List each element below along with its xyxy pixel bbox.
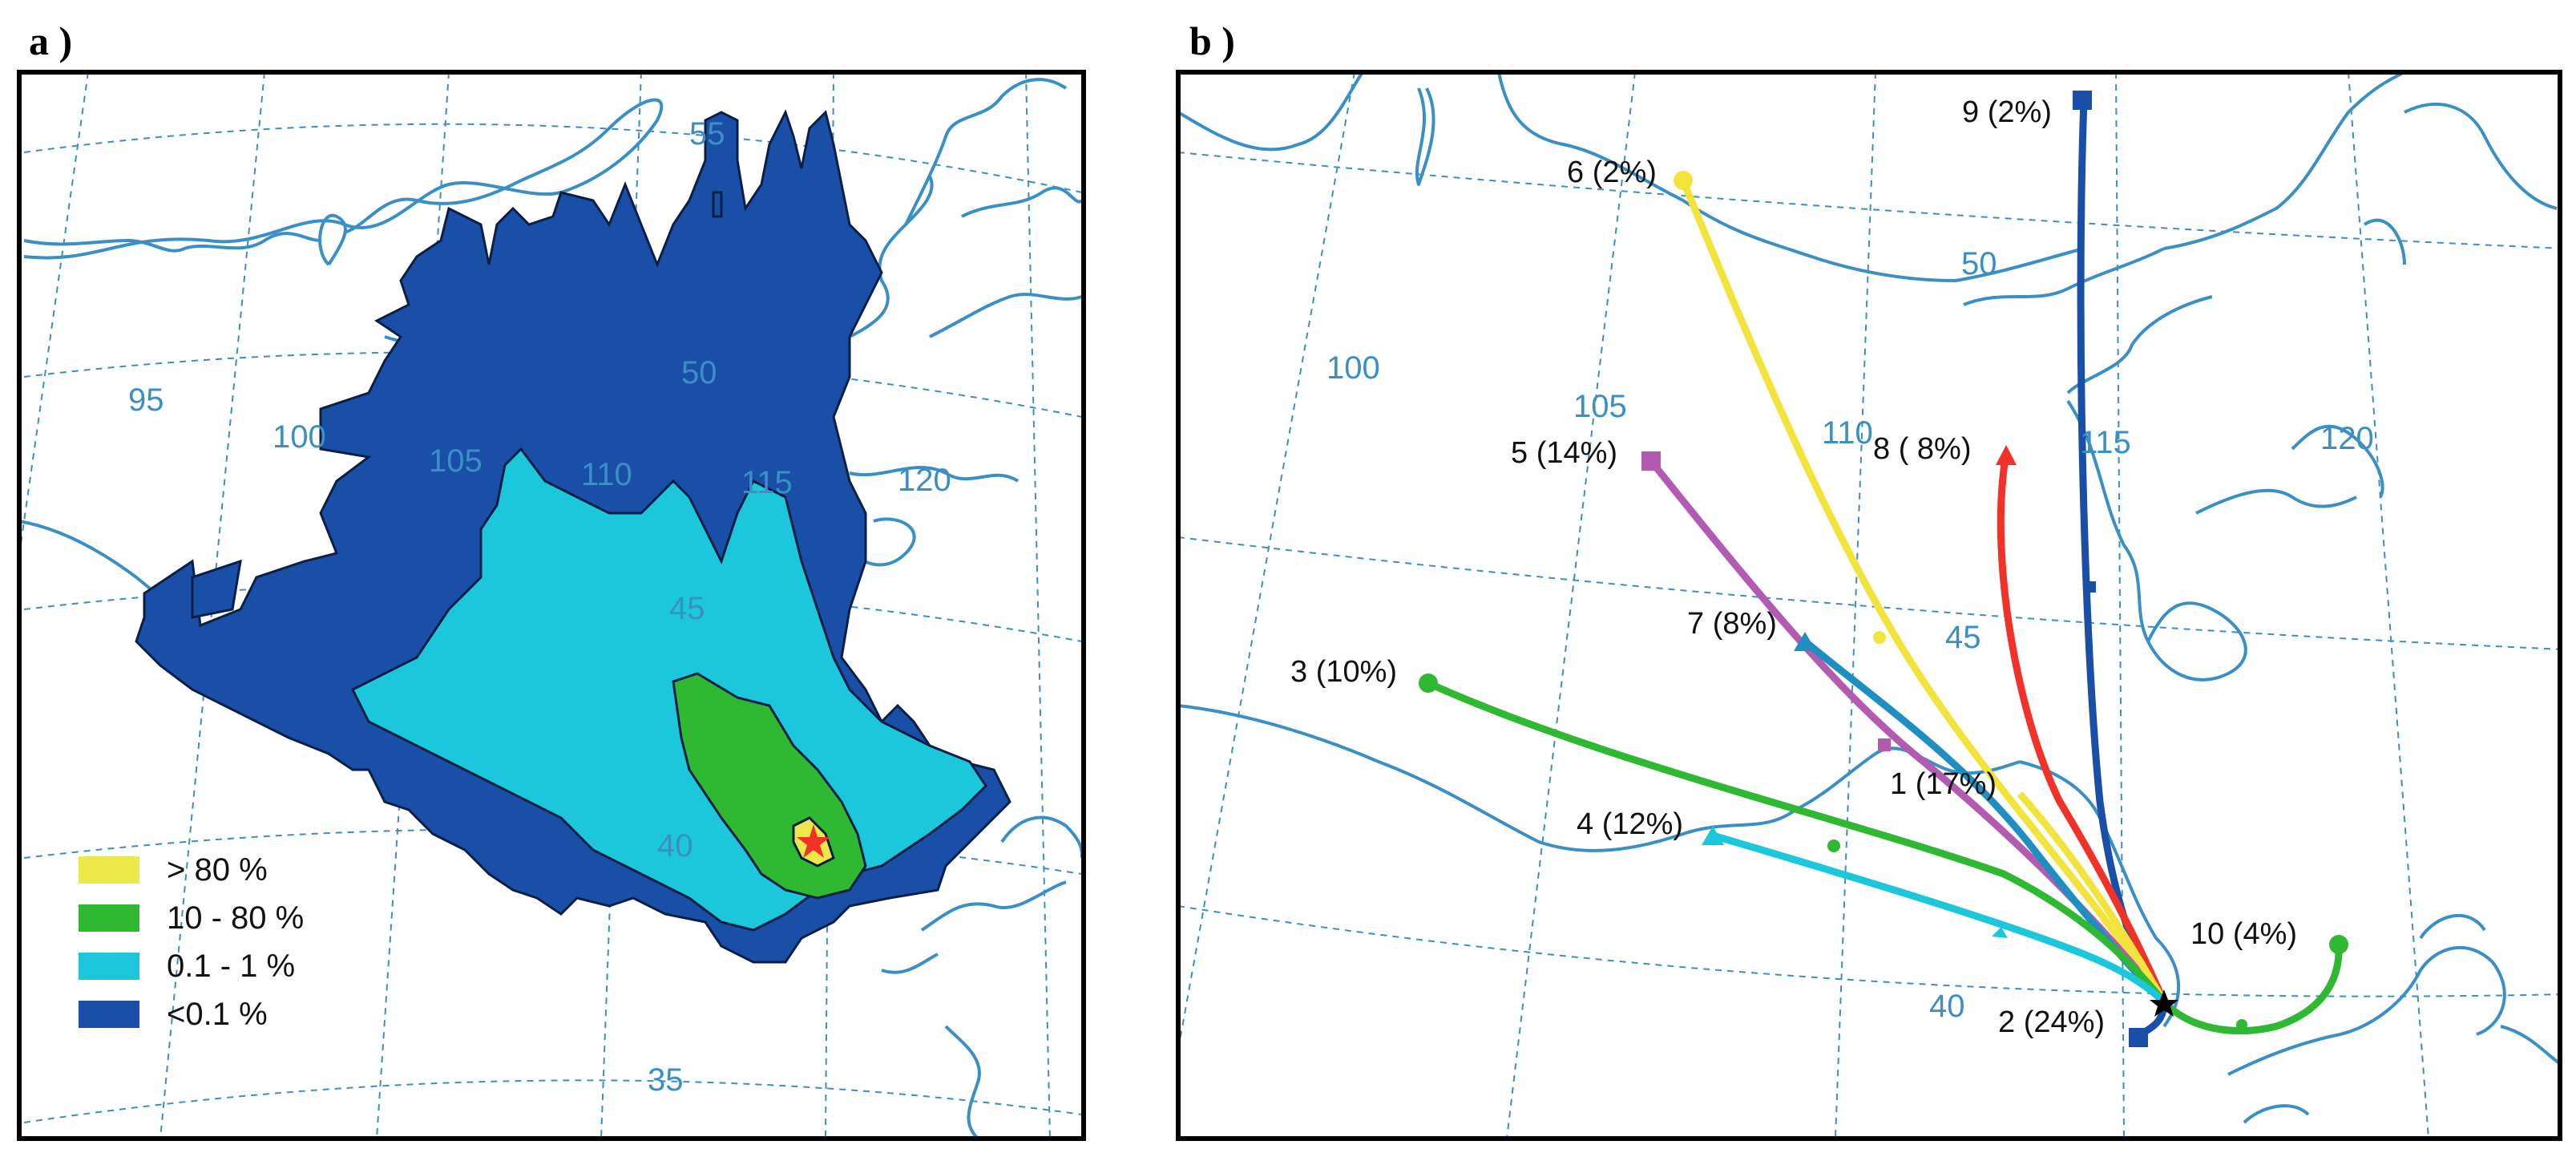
lat-label-45: 45 (669, 591, 705, 626)
trajectory-5-marker (1641, 451, 1661, 471)
trajectory-4-marker (1702, 826, 1724, 845)
lon-label-b-110: 110 (1822, 415, 1873, 451)
trajectory-8-marker (1996, 445, 2017, 465)
panel-a-map (19, 72, 1084, 1139)
legend-swatch-lt0.1 (79, 1001, 139, 1028)
trajectory-6-marker (1674, 171, 1693, 190)
panel-b-frame (1176, 70, 2562, 1141)
trajectory-10-line (2161, 944, 2343, 1035)
trajectory-9-midpoint (2085, 581, 2096, 593)
trajectories (1419, 91, 2348, 1047)
legend-swatch-0.1-1 (79, 953, 139, 980)
trajectory-2-marker (2129, 1028, 2148, 1047)
trajectory-label-6: 6 (2%) (1567, 156, 1657, 189)
trajectory-9-marker (2073, 91, 2092, 110)
legend-label-0.1-1: 0.1 - 1 % (167, 949, 295, 984)
legend-label-lt0.1: <0.1 % (167, 997, 268, 1032)
lon-label-105: 105 (429, 443, 482, 479)
trajectory-10-marker (2329, 935, 2348, 954)
trajectory-6-midpoint (1873, 631, 1886, 644)
trajectory-7-marker (1794, 632, 1816, 651)
lon-label-b-100: 100 (1326, 350, 1380, 386)
source-star-icon-b (2150, 989, 2178, 1017)
trajectory-label-1: 1 (17%) (1890, 767, 1997, 801)
trajectory-10-midpoint (2236, 1019, 2247, 1030)
trajectory-5-midpoint (1878, 738, 1891, 751)
panel-b-latitude-lines (1178, 152, 2560, 997)
trajectory-label-3: 3 (10%) (1290, 655, 1397, 689)
trajectory-label-10: 10 (4%) (2190, 917, 2297, 951)
lon-label-b-105: 105 (1573, 389, 1627, 424)
panel-a-grid-labels: 95 100 105 110 115 120 55 50 45 40 35 (128, 116, 951, 1098)
panel-a-legend: > 80 % 10 - 80 % 0.1 - 1 % <0.1 % (79, 852, 304, 1032)
legend-swatch-10-80 (79, 904, 139, 932)
lon-label-b-120: 120 (2320, 421, 2374, 456)
lat-label-b-45: 45 (1945, 620, 1981, 655)
lon-label-120: 120 (898, 463, 951, 498)
lat-label-35: 35 (648, 1062, 684, 1098)
lat-label-b-40: 40 (1929, 989, 1965, 1024)
legend-label-10-80: 10 - 80 % (167, 900, 304, 936)
trajectory-8-line (1997, 452, 2168, 1004)
lon-label-100: 100 (273, 419, 326, 455)
trajectory-3-line (1427, 679, 2167, 1005)
trajectory-label-5: 5 (14%) (1511, 436, 1617, 470)
source-star-icon (797, 824, 830, 858)
trajectory-label-7: 7 (8%) (1687, 607, 1777, 641)
trajectory-3-marker (1419, 674, 1438, 693)
lon-label-110: 110 (581, 457, 632, 492)
trajectory-3-midpoint (1827, 839, 1840, 852)
trajectory-6-line (1679, 179, 2167, 1005)
lat-label-b-50: 50 (1961, 246, 1997, 281)
panel-b-map (1178, 72, 2560, 1139)
lon-label-115: 115 (741, 465, 793, 500)
legend-swatch-gt80 (79, 856, 139, 884)
plume-isolated-patch (712, 191, 723, 218)
lon-label-95: 95 (128, 382, 164, 418)
legend-label-gt80: > 80 % (167, 852, 268, 888)
trajectory-label-2: 2 (24%) (1998, 1005, 2105, 1039)
lat-label-40: 40 (657, 828, 693, 864)
lat-label-50: 50 (681, 355, 717, 390)
panel-a-label: a ) (29, 18, 73, 63)
panel-b-longitude-lines (1178, 72, 2429, 1139)
lon-label-b-115: 115 (2080, 425, 2131, 460)
trajectory-4-line (1711, 831, 2167, 1005)
trajectory-4-midpoint (1992, 927, 2008, 938)
panel-a-frame (17, 70, 1086, 1141)
trajectory-1-line (2017, 791, 2167, 1005)
panel-b-label: b ) (1189, 18, 1235, 63)
lat-label-55: 55 (689, 116, 725, 152)
trajectory-label-9: 9 (2%) (1962, 95, 2052, 129)
panel-b-trajectory-labels: 9 (2%) 6 (2%) 8 ( 8%) 5 (14%) 7 (8%) 3 (… (1290, 95, 2297, 1039)
panel-b-grid-labels: 100 105 110 115 120 50 45 40 (1326, 246, 2374, 1024)
plume-isolated-patch (191, 559, 242, 619)
trajectory-label-8: 8 ( 8%) (1873, 432, 1971, 466)
trajectory-label-4: 4 (12%) (1577, 807, 1683, 841)
